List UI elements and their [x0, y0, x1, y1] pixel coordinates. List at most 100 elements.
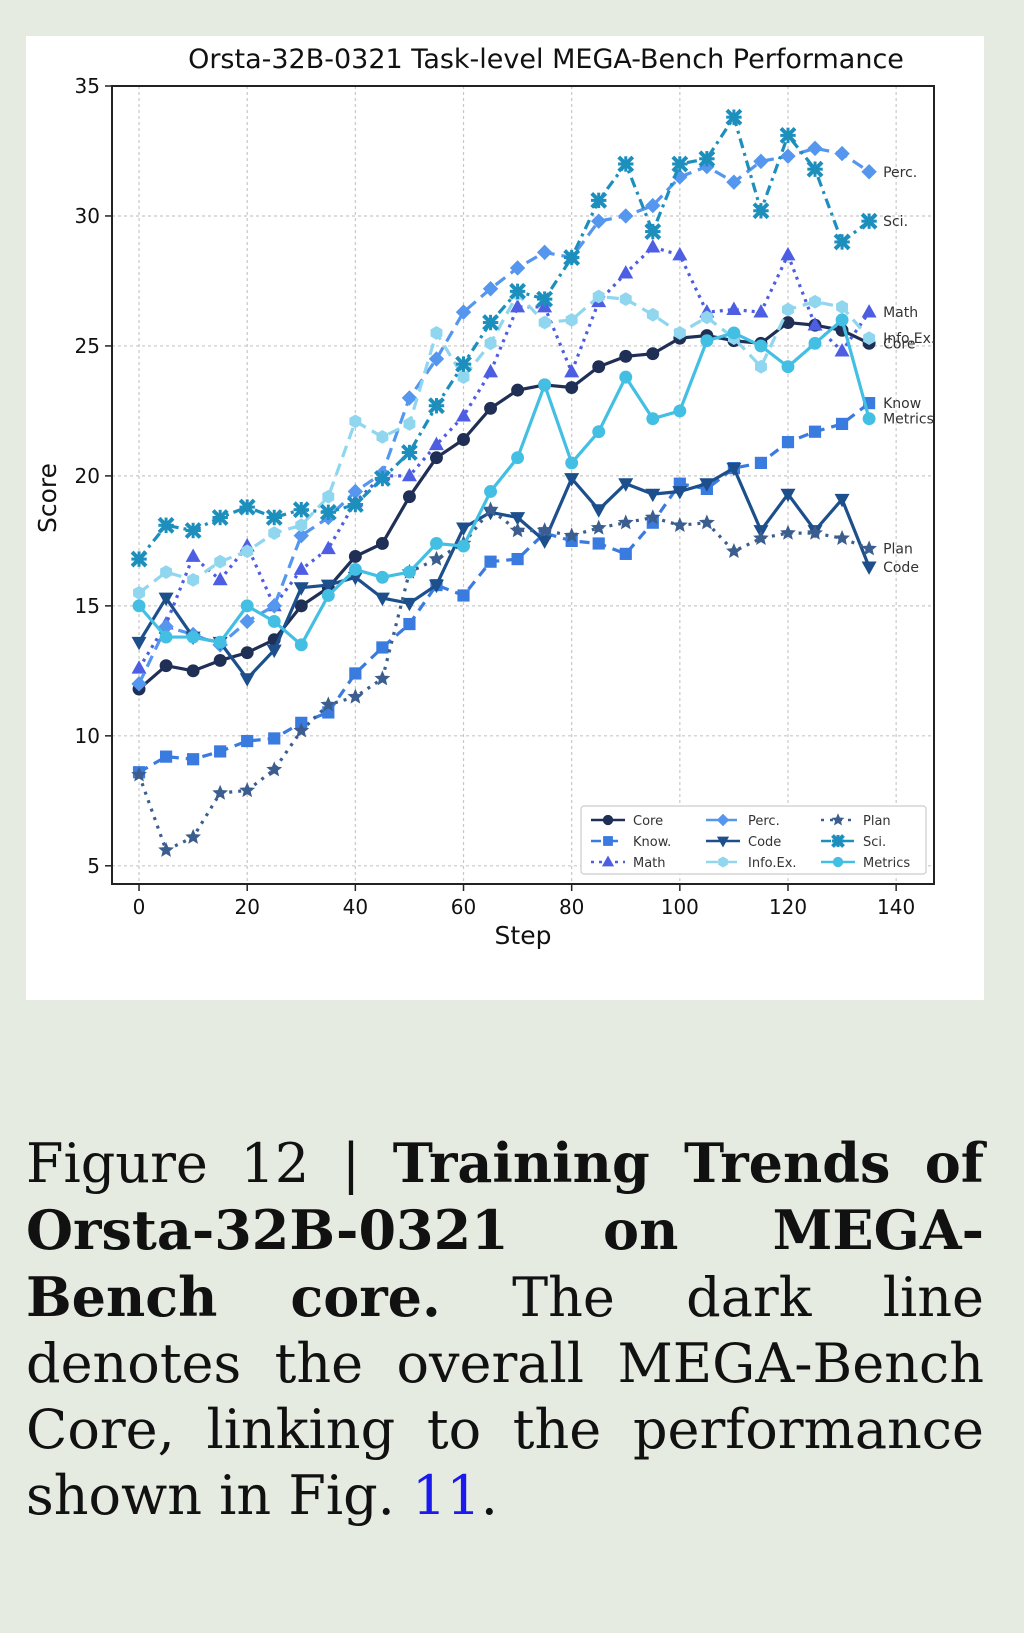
legend-marker-plan	[831, 813, 845, 826]
data-point-info-ex	[241, 544, 254, 559]
data-point-perc	[293, 527, 309, 544]
series-layer	[130, 108, 878, 857]
data-point-plan	[671, 516, 688, 533]
data-point-sci	[265, 509, 283, 526]
data-point-know	[403, 617, 416, 631]
data-point-math	[293, 561, 309, 575]
end-label-sci: Sci.	[883, 214, 908, 230]
end-labels: Core Know Math Perc. Code Info.Ex. Plan Sci. Met…	[883, 165, 935, 576]
data-point-metrics	[430, 537, 443, 550]
data-point-know	[781, 436, 795, 449]
data-point-perc	[618, 208, 634, 224]
series-line-info-ex	[138, 292, 871, 595]
end-label-code: Code	[883, 560, 919, 576]
data-point-math	[212, 571, 228, 586]
x-tick-label: 100	[661, 895, 699, 919]
data-point-core	[348, 550, 362, 563]
legend-marker-info-ex	[718, 856, 728, 868]
end-label-info-ex: Info.Ex.	[883, 331, 935, 347]
series-info-ex	[133, 287, 876, 600]
data-point-math	[483, 363, 499, 378]
series-sci	[130, 108, 878, 568]
data-point-info-ex	[160, 565, 173, 579]
data-point-plan	[374, 670, 391, 686]
data-point-know	[511, 552, 524, 566]
data-point-metrics	[267, 615, 281, 628]
data-point-info-ex	[646, 307, 659, 322]
data-point-plan	[212, 784, 229, 800]
data-point-code	[239, 673, 255, 687]
x-tick-label: 0	[133, 895, 146, 919]
legend-label: Code	[748, 835, 781, 850]
end-label-plan: Plan	[883, 542, 913, 558]
data-point-plan	[698, 514, 715, 530]
end-label-core: Core	[883, 336, 915, 352]
legend-label: Core	[633, 814, 663, 829]
data-point-info-ex	[673, 326, 686, 340]
y-tick-label: 30	[75, 204, 100, 228]
legend-entry-plan: Plan	[821, 813, 891, 829]
data-point-math	[185, 548, 201, 562]
data-point-metrics	[835, 313, 849, 327]
data-point-metrics	[240, 599, 254, 613]
data-point-know	[159, 750, 173, 763]
x-tick-label: 80	[559, 895, 584, 919]
plot-frame	[111, 85, 935, 885]
data-point-metrics	[132, 599, 146, 613]
legend-entry-know: Know.	[591, 835, 671, 850]
legend-entry-math: Math	[591, 855, 666, 871]
data-point-core	[213, 654, 227, 667]
data-point-code	[537, 535, 553, 549]
data-point-math	[645, 239, 661, 253]
data-point-metrics	[484, 485, 498, 498]
grid	[112, 85, 934, 884]
line-chart: 0 20 40 60 80 100 120 140 5 10 15 20 25 30 35 Core Know…	[33, 44, 935, 950]
legend-entry-sci: Sci.	[821, 834, 886, 850]
x-tick-label: 40	[343, 895, 368, 919]
data-point-know	[376, 641, 389, 654]
end-label-metrics: Metrics	[883, 412, 934, 428]
data-point-code	[456, 522, 472, 536]
x-tick-label: 140	[877, 895, 915, 919]
data-point-math	[726, 301, 742, 315]
series-line-plan	[137, 508, 870, 852]
series-line-code	[137, 466, 871, 681]
data-point-code	[374, 592, 390, 607]
data-point-perc	[591, 213, 607, 229]
x-axis-label: Step	[495, 921, 552, 950]
data-point-metrics	[727, 326, 741, 340]
data-point-metrics	[646, 412, 660, 426]
series-line-math	[137, 245, 871, 670]
data-point-metrics	[754, 339, 768, 353]
legend-marker-core	[602, 814, 614, 826]
legend-label: Math	[633, 856, 666, 871]
legend-entry-perc: Perc.	[706, 813, 780, 829]
data-point-code	[320, 579, 336, 594]
data-point-perc	[645, 197, 661, 214]
y-tick-label: 15	[75, 594, 100, 618]
data-point-plan	[158, 841, 174, 857]
data-point-perc	[834, 145, 850, 162]
data-point-know	[349, 667, 362, 680]
data-point-code	[266, 644, 282, 659]
data-point-core	[294, 599, 308, 613]
legend-marker-perc	[716, 813, 730, 827]
data-point-perc	[807, 140, 823, 157]
legend-entry-core: Core	[591, 814, 663, 829]
data-point-metrics	[700, 334, 714, 348]
data-point-core	[430, 451, 443, 465]
data-point-info-ex	[214, 554, 227, 569]
legend-label: Info.Ex.	[748, 856, 797, 871]
data-point-sci	[833, 233, 851, 251]
data-point-plan	[320, 696, 337, 712]
data-point-plan	[347, 688, 364, 704]
series-line-metrics	[137, 318, 871, 647]
data-point-code	[726, 462, 742, 477]
figure-ref-link[interactable]: 11	[412, 1464, 481, 1527]
chart-title: Orsta-32B-0321 Task-level MEGA-Bench Per…	[188, 44, 904, 75]
data-point-code	[293, 582, 309, 596]
y-tick-label: 5	[87, 854, 100, 878]
data-point-code	[401, 597, 417, 612]
data-point-core	[375, 537, 389, 550]
figure-panel: 0 20 40 60 80 100 120 140 5 10 15 20 25 30 35 Core Know…	[26, 36, 984, 1000]
